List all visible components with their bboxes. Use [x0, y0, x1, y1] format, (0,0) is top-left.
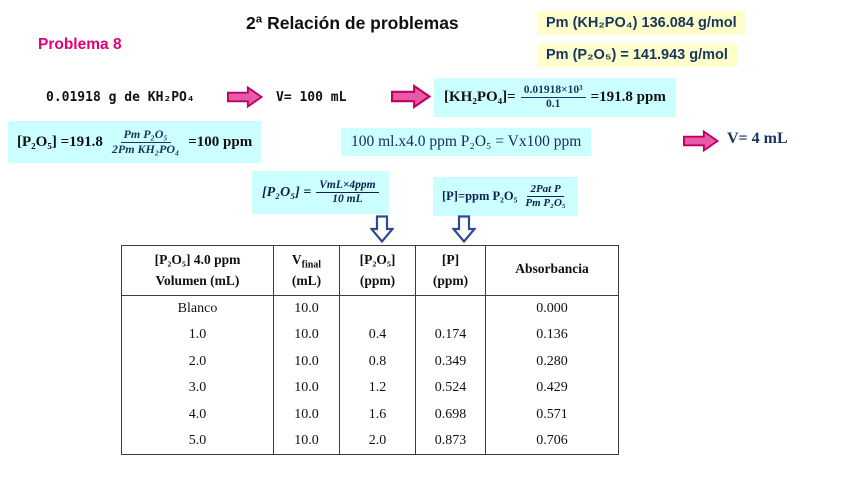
volume-result-text: V= 4 mL — [727, 130, 788, 147]
problem-label: Problema 8 — [38, 36, 122, 53]
table-cell: 0.280 — [485, 348, 619, 375]
table-header-cell: Absorbancia — [485, 245, 619, 296]
fraction-numerator: VmL×4ppm — [316, 179, 379, 193]
table-cell: 0.873 — [415, 428, 486, 455]
fraction-denominator: 2Pm KH₂PO₄ — [111, 141, 180, 156]
table-row: 4.0 10.0 1.6 0.698 0.571 — [121, 401, 619, 428]
fraction: 2Pat P Pm P₂O₅ — [522, 183, 568, 209]
formula-rhs: =100 ppm — [188, 133, 253, 150]
fraction-denominator: Pm P₂O₅ — [525, 197, 566, 209]
p2o5-concentration-formula: [P₂O₅] =191.8 Pm P₂O₅ 2Pm KH₂PO₄ =100 pp… — [8, 121, 262, 163]
table-cell: 0.698 — [415, 401, 486, 428]
table-cell: 10.0 — [273, 348, 340, 375]
phosphorus-formula: [P]=ppm P₂O₅ 2Pat P Pm P₂O₅ — [433, 177, 578, 216]
table-cell: 3.0 — [121, 375, 274, 402]
formula-lhs: [KH₂PO₄]= — [444, 89, 516, 105]
table-cell: Blanco — [121, 295, 274, 322]
table-cell — [415, 295, 486, 322]
table-cell: 0.174 — [415, 322, 486, 349]
table-cell: 0.349 — [415, 348, 486, 375]
fraction-numerator: 2Pat P — [527, 183, 564, 197]
table-cell: 10.0 — [273, 375, 340, 402]
formula-lhs: [P₂O₅] = — [262, 184, 312, 200]
standards-table: [P₂O₅] 4.0 ppm Volumen (mL) Vfinal (mL) … — [121, 245, 619, 455]
table-cell: 4.0 — [121, 401, 274, 428]
down-arrow-icon — [452, 215, 476, 243]
table-cell: 1.6 — [339, 401, 416, 428]
table-cell: 1.2 — [339, 375, 416, 402]
formula-lhs: [P₂O₅] =191.8 — [17, 133, 103, 150]
dilution-equation-text: 100 ml.x4.0 ppm P₂O₅ = Vx100 ppm — [351, 133, 582, 150]
table-cell: 10.0 — [273, 295, 340, 322]
table-row: Blanco 10.0 0.000 — [121, 295, 619, 322]
table-cell: 10.0 — [273, 401, 340, 428]
table-cell: 0.136 — [485, 322, 619, 349]
table-cell: 0.000 — [485, 295, 619, 322]
fraction: Pm P₂O₅ 2Pm KH₂PO₄ — [109, 127, 182, 157]
table-header-cell: Vfinal (mL) — [273, 245, 340, 296]
fraction: 0.01918×10³ 0.1 — [520, 84, 586, 111]
kh2po4-concentration-formula: [KH₂PO₄]= 0.01918×10³ 0.1 =191.8 ppm — [434, 78, 676, 117]
table-row: 3.0 10.0 1.2 0.524 0.429 — [121, 375, 619, 402]
right-arrow-icon — [391, 83, 431, 110]
table-cell: 5.0 — [121, 428, 274, 455]
table-header-cell: [P₂O₅] (ppm) — [339, 245, 416, 296]
sample-mass-text: 0.01918 g de KH₂PO₄ — [46, 90, 195, 105]
formula-rhs: =191.8 ppm — [590, 89, 666, 105]
right-arrow-icon — [227, 85, 263, 109]
table-cell: 0.524 — [415, 375, 486, 402]
molar-mass-kh2po4: Pm (KH₂PO₄) 136.084 g/mol — [537, 11, 746, 35]
table-row: 2.0 10.0 0.8 0.349 0.280 — [121, 348, 619, 375]
table-cell: 0.571 — [485, 401, 619, 428]
fraction-denominator: 0.1 — [545, 98, 561, 110]
table-cell: 0.8 — [339, 348, 416, 375]
table-cell: 0.4 — [339, 322, 416, 349]
table-cell: 0.429 — [485, 375, 619, 402]
formula-lhs: [P]=ppm P₂O₅ — [442, 189, 518, 203]
table-cell — [339, 295, 416, 322]
table-row: 5.0 10.0 2.0 0.873 0.706 — [121, 428, 619, 455]
table-header-cell: [P₂O₅] 4.0 ppm Volumen (mL) — [121, 245, 274, 296]
fraction-numerator: Pm P₂O₅ — [120, 127, 171, 143]
fraction-denominator: 10 mL — [332, 193, 363, 205]
molar-mass-p2o5: Pm (P₂O₅) = 141.943 g/mol — [537, 43, 737, 67]
p2o5-dilution-formula: [P₂O₅] = VmL×4ppm 10 mL — [252, 171, 389, 214]
volume-text: V= 100 mL — [276, 90, 347, 105]
fraction: VmL×4ppm 10 mL — [316, 179, 379, 206]
right-arrow-icon — [683, 129, 719, 153]
table-header-row: [P₂O₅] 4.0 ppm Volumen (mL) Vfinal (mL) … — [121, 245, 619, 296]
table-cell: 1.0 — [121, 322, 274, 349]
down-arrow-icon — [370, 215, 394, 243]
table-header-cell: [P] (ppm) — [415, 245, 486, 296]
table-cell: 2.0 — [339, 428, 416, 455]
dilution-equation: 100 ml.x4.0 ppm P₂O₅ = Vx100 ppm — [341, 128, 592, 156]
table-cell: 0.706 — [485, 428, 619, 455]
table-cell: 10.0 — [273, 322, 340, 349]
table-cell: 2.0 — [121, 348, 274, 375]
table-row: 1.0 10.0 0.4 0.174 0.136 — [121, 322, 619, 349]
table-cell: 10.0 — [273, 428, 340, 455]
fraction-numerator: 0.01918×10³ — [520, 84, 586, 98]
slide-title: 2ª Relación de problemas — [246, 13, 459, 33]
